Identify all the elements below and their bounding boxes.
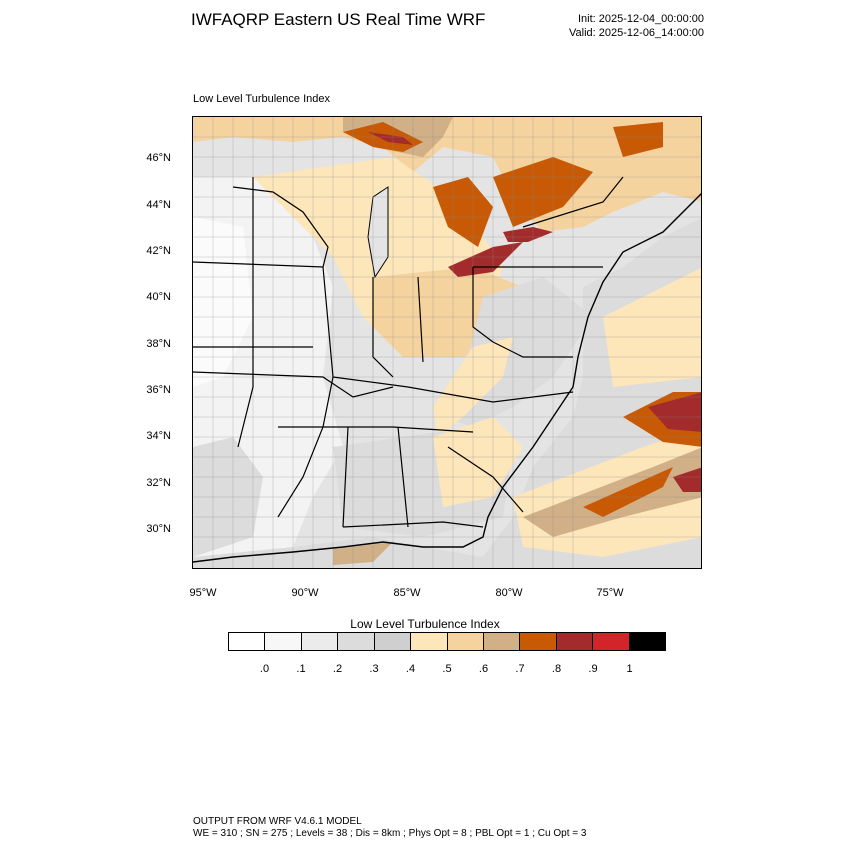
lon-label-90w: 90°W [291, 587, 319, 599]
colorbar-swatch-3 [338, 633, 375, 650]
coastline [193, 193, 701, 563]
lon-label-75w: 75°W [596, 587, 624, 599]
colorbar-swatch-11 [629, 633, 666, 650]
map-canvas [193, 117, 701, 568]
colorbar-tick-6: .6 [478, 663, 489, 675]
colorbar-swatch-6 [447, 633, 484, 650]
lon-label-80w: 80°W [495, 587, 523, 599]
county-grid [193, 117, 701, 568]
ontario-orange-band [493, 157, 593, 227]
lake-erie [448, 242, 523, 277]
colorbar-swatch-9 [556, 633, 594, 650]
colorbar-tick-10: 1 [626, 663, 633, 675]
offshore-band-north [603, 268, 701, 387]
lat-label-44n: 44°N [146, 199, 171, 211]
colorbar-swatch-8 [520, 633, 557, 650]
lat-label-38n: 38°N [146, 338, 171, 350]
state-borders [193, 176, 624, 528]
colorbar-title: Low Level Turbulence Index [350, 617, 500, 631]
colorbar-swatch-7 [483, 633, 521, 650]
canada-region [193, 117, 701, 232]
lat-label-32n: 32°N [146, 477, 171, 489]
carolina-piedmont [433, 417, 523, 507]
colorbar-tick-8: .8 [551, 663, 562, 675]
model-info-line1: OUTPUT FROM WRF V4.6.1 MODEL [193, 816, 362, 827]
lon-label-95w: 95°W [189, 587, 217, 599]
offshore-dark-red-south [673, 467, 701, 492]
colorbar [228, 632, 666, 651]
colorbar-swatch-4 [374, 633, 412, 650]
colorbar-tick-9: .9 [588, 663, 598, 675]
map-subtitle: Low Level Turbulence Index [193, 93, 330, 105]
colorbar-swatch-1 [265, 633, 302, 650]
valid-time: Valid: 2025-12-06_14:00:00 [569, 27, 704, 39]
colorbar-swatch-0 [229, 633, 266, 650]
lake-ontario [503, 227, 553, 242]
colorbar-tick-3: .3 [369, 663, 379, 675]
colorbar-tick-2: .2 [332, 663, 343, 675]
lat-label-46n: 46°N [146, 152, 171, 164]
colorbar-swatch-2 [301, 633, 339, 650]
lake-superior-core [368, 132, 413, 145]
quebec-orange-band [613, 122, 663, 157]
west-white-area [193, 217, 253, 387]
gulf-tan-patch [333, 542, 393, 565]
offshore-orange-band [583, 467, 673, 517]
colorbar-swatch-10 [593, 633, 630, 650]
colorbar-tick-1: .1 [296, 663, 306, 675]
init-time: Init: 2025-12-04_00:00:00 [578, 13, 704, 25]
colorbar-tick-4: .4 [405, 663, 416, 675]
lake-huron [433, 177, 493, 247]
colorbar-tick-7: .7 [515, 663, 525, 675]
colorbar-tick-5: .5 [442, 663, 452, 675]
colorbar-swatch-5 [411, 633, 448, 650]
page-title: IWFAQRP Eastern US Real Time WRF [191, 10, 486, 29]
offshore-dark-red [648, 392, 701, 432]
turbulence-map [192, 116, 702, 569]
lat-label-42n: 42°N [146, 245, 171, 257]
offshore-tan-band [523, 447, 701, 537]
colorbar-tick-0: .0 [259, 663, 270, 675]
lon-label-85w: 85°W [393, 587, 421, 599]
lat-label-34n: 34°N [146, 430, 171, 442]
lat-label-40n: 40°N [146, 291, 171, 303]
model-info-line2: WE = 310 ; SN = 275 ; Levels = 38 ; Dis … [193, 828, 587, 839]
lat-label-30n: 30°N [146, 523, 171, 535]
lat-label-36n: 36°N [146, 384, 171, 396]
